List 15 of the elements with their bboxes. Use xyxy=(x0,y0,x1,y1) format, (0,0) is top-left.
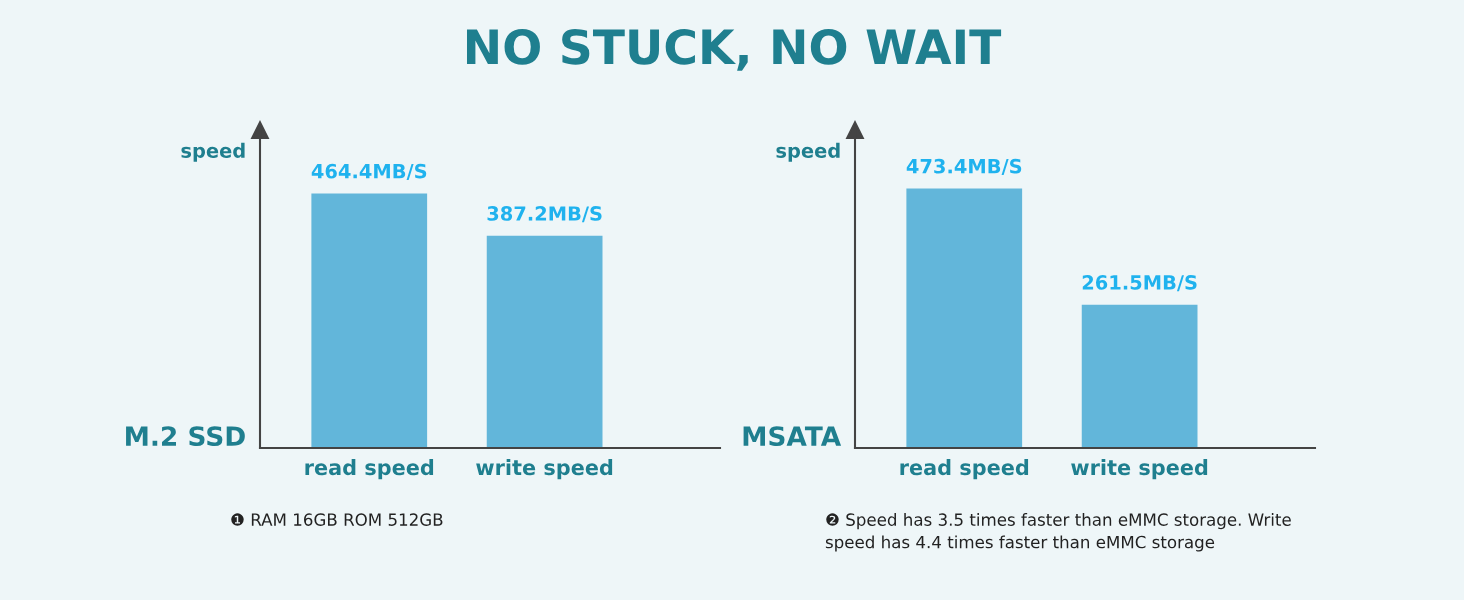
x-axis-title: M.2 SSD xyxy=(126,426,245,447)
data-label: 261.5MB/S xyxy=(1082,275,1197,292)
data-label: 473.4MB/S xyxy=(906,158,1022,176)
chart-title: NO STUCK, NO WAIT xyxy=(466,28,1002,71)
x-tick-label: read speed xyxy=(900,459,1029,480)
x-tick-label: write speed xyxy=(1071,459,1208,480)
x-axis-title: MSATA xyxy=(743,426,842,447)
text: ❷ Speed has 3.5 times faster than eMMC storage. Write speed has 4.4 times faster than eMMC storage xyxy=(825,513,1291,552)
x-tick-label: read speed xyxy=(305,459,434,480)
text: ❶ RAM 16GB ROM 512GB xyxy=(231,513,443,526)
y-axis-title: speed xyxy=(181,142,245,162)
data-label: 464.4MB/S xyxy=(311,163,427,181)
data-label: 387.2MB/S xyxy=(487,206,602,223)
y-axis-title: speed xyxy=(776,142,840,162)
x-tick-label: write speed xyxy=(476,459,613,480)
